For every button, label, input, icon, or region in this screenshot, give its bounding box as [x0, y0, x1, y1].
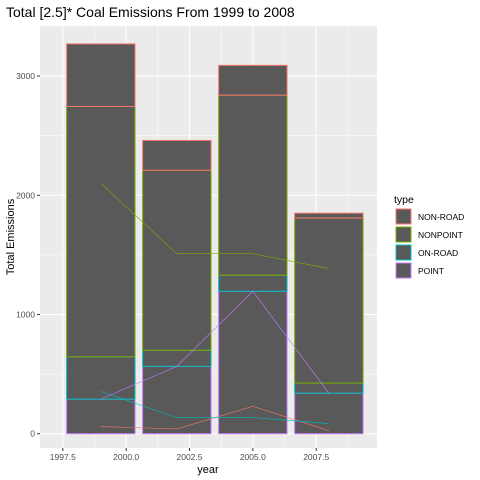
legend-label-non-road: NON-ROAD: [418, 212, 464, 222]
bar-nonpoint-2008: [294, 217, 364, 384]
bar-non-road-1999: [66, 43, 136, 107]
bar-point-1999: [66, 398, 136, 435]
x-axis: 1997.5 2000.0 2002.5 2005.0 2007.5: [50, 448, 329, 462]
x-tick-label: 1997.5: [50, 452, 76, 462]
bar-nonpoint-2002: [142, 169, 212, 351]
line-point: [100, 290, 330, 400]
legend-key-nonpoint: [395, 226, 412, 243]
bar-point-2008: [294, 392, 364, 435]
legend-label-on-road: ON-ROAD: [418, 248, 458, 258]
y-axis-title: Total Emissions: [5, 198, 17, 275]
x-axis-title: year: [197, 464, 219, 476]
y-tick-label: 3000: [16, 71, 35, 81]
bar-non-road-2002: [142, 139, 212, 171]
y-tick-label: 2000: [16, 190, 35, 200]
bar-point-2005: [218, 290, 288, 435]
x-tick-label: 2002.5: [176, 452, 202, 462]
legend-label-point: POINT: [418, 266, 444, 276]
bar-on-road-2005: [218, 274, 288, 292]
bars: [66, 43, 364, 435]
bar-on-road-2008: [294, 382, 364, 394]
bar-non-road-2005: [218, 64, 288, 96]
bar-nonpoint-1999: [66, 105, 136, 358]
bar-non-road-2008: [294, 212, 364, 219]
legend-label-nonpoint: NONPOINT: [418, 230, 463, 240]
legend-key-on-road: [395, 244, 412, 261]
x-tick-label: 2000.0: [113, 452, 139, 462]
legend: type NON-ROAD NONPOINT ON-ROAD POINT: [394, 194, 464, 279]
y-tick-label: 0: [30, 429, 35, 439]
legend-title: type: [394, 194, 414, 206]
legend-key-point: [395, 262, 412, 279]
bar-point-2002: [142, 365, 212, 435]
bar-nonpoint-2005: [218, 94, 288, 276]
bar-on-road-1999: [66, 356, 136, 400]
series-lines: [100, 183, 330, 432]
y-axis: 0 1000 2000 3000: [16, 71, 40, 439]
line-on-road: [100, 391, 329, 424]
y-tick-label: 1000: [16, 309, 35, 319]
chart-title: Total [2.5]* Coal Emissions From 1999 to…: [6, 4, 295, 20]
x-tick-label: 2007.5: [303, 452, 329, 462]
line-nonpoint: [100, 183, 329, 269]
bar-on-road-2002: [142, 349, 212, 367]
legend-key-non-road: [395, 208, 412, 225]
x-tick-label: 2005.0: [240, 452, 266, 462]
